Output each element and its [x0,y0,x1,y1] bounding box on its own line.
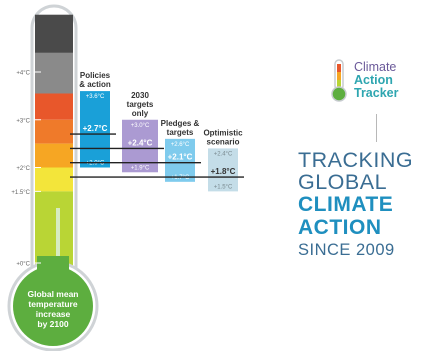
thermometer-band-2 [35,93,73,120]
tagline-since-2009: SINCE 2009 [298,241,395,259]
tagline-action: ACTION [298,216,382,239]
thermometer-band-1 [35,52,73,94]
tagline-global: GLOBAL [298,170,388,194]
thermometer-color-scale [35,14,73,287]
climate-action-tracker-logo: Climate Action Tracker [328,58,435,106]
scenario-low-label-2: +1.7°C [171,175,190,181]
scenario-low-label-0: +2.0°C [86,161,105,167]
scenario-high-label-3: +2.4°C [214,151,233,157]
scenario-median-label-3: +1.8°C [211,167,236,176]
scenario-title-0-line-0: Policies [80,71,111,80]
logo-divider [376,114,377,142]
thermometer-band-5 [35,167,73,192]
scenario-title-1-line-0: 2030 [131,91,149,100]
logo-word-climate: Climate [354,60,397,74]
logo-word-action: Action [354,73,393,87]
scenario-title-1-line-1: targets [127,100,154,109]
scenario-low-label-3: +1.5°C [214,184,233,190]
thermometer-glass-highlight [56,208,60,272]
tagline-climate: CLIMATE [298,193,394,216]
scenario-title-1-line-2: only [132,109,149,118]
thermometer-band-3 [35,119,73,144]
scenario-bar-3 [208,148,238,192]
thermometer-neck [37,256,69,280]
bulb-label-line-4: by 2100 [37,319,68,329]
tagline-tracking: TRACKING [298,148,414,172]
bulb-label-line-1: Global mean [27,289,78,299]
scenario-high-label-1: +3.0°C [131,123,150,129]
mini-thermometer-icon [331,59,347,102]
bulb-label-line-2: temperature [28,299,77,309]
scenario-title-0-line-1: & action [79,80,111,89]
axis-tick-label-2: +2°C [16,166,30,172]
thermometer-bulb [13,266,93,346]
scenario-title-2-line-0: Pledges & [161,119,200,128]
scenario-median-label-2: +2.1°C [168,153,193,162]
thermometer-band-4 [35,143,73,168]
scenario-bar-1 [122,119,158,173]
axis-tick-label-3: +1.5°C [11,190,30,196]
scenario-median-label-0: +2.7°C [83,124,108,133]
scenario-high-label-2: +2.6°C [171,142,190,148]
bulb-label-line-3: increase [36,309,71,319]
scenario-title-3-line-1: scenario [207,137,240,146]
scenario-bar-2 [165,138,195,182]
scenario-bar-0 [80,91,110,168]
axis-tick-label-1: +3°C [16,118,30,124]
scenario-low-label-1: +1.9°C [131,165,150,171]
scenario-median-label-1: +2.4°C [128,138,153,147]
axis-tick-label-0: +4°C [16,71,30,77]
thermometer-band-0 [35,14,73,53]
scenario-title-3-line-0: Optimistic [203,128,243,137]
warming-chart: Global mean temperature increase by 2100… [7,4,244,351]
scenario-title-2-line-1: targets [167,128,194,137]
logo-word-tracker: Tracker [354,86,399,100]
scenario-high-label-0: +3.6°C [86,94,105,100]
axis-tick-label-4: +0°C [16,262,30,268]
